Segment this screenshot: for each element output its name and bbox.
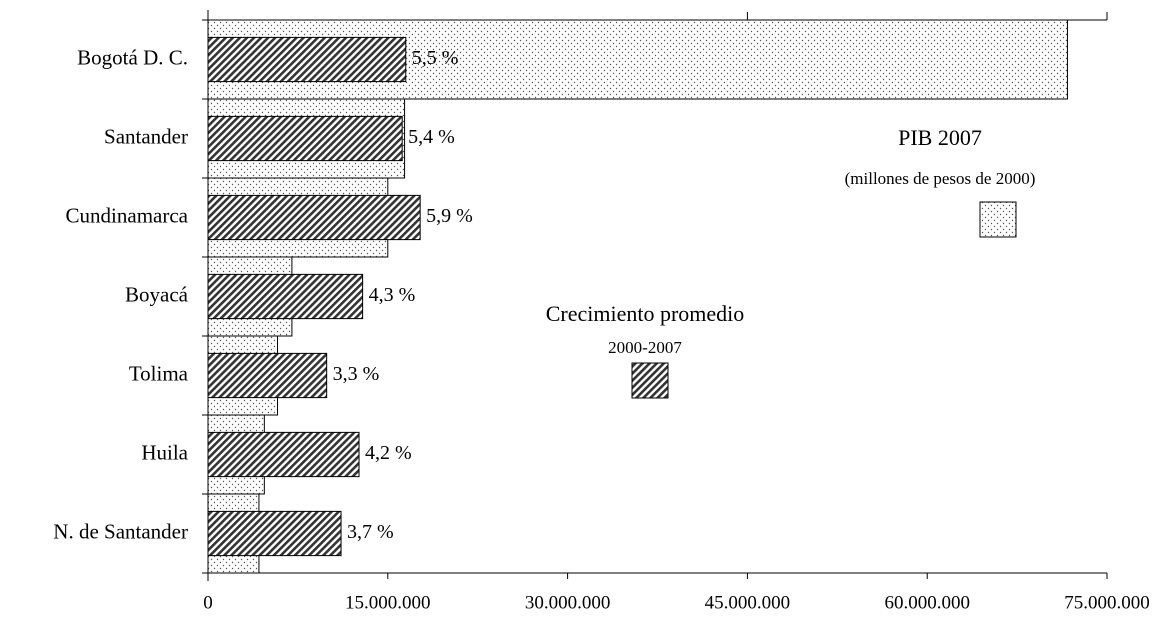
y-tick-label: Bogotá D. C. bbox=[77, 45, 188, 69]
bar bbox=[207, 115, 403, 162]
legend-note: 2000-2007 bbox=[608, 338, 682, 357]
legend-label: Crecimiento promedio bbox=[546, 301, 745, 326]
x-tick-label: 15.000.000 bbox=[345, 592, 431, 613]
x-tick-label: 45.000.000 bbox=[705, 592, 791, 613]
data-label: 5,9 % bbox=[426, 205, 473, 227]
data-label: 3,3 % bbox=[333, 363, 380, 385]
data-label: 4,3 % bbox=[369, 284, 416, 306]
y-tick-label: N. de Santander bbox=[53, 519, 188, 543]
bar bbox=[207, 36, 407, 83]
y-tick-label: Huila bbox=[141, 440, 188, 464]
y-tick-label: Tolima bbox=[129, 361, 189, 385]
data-label: 5,4 % bbox=[408, 126, 455, 148]
y-tick-label: Cundinamarca bbox=[66, 203, 189, 227]
y-tick-label: Santander bbox=[104, 124, 188, 148]
bar bbox=[207, 352, 328, 399]
data-label: 4,2 % bbox=[365, 442, 412, 464]
bar bbox=[207, 273, 364, 320]
legend-swatch bbox=[631, 362, 669, 399]
bar bbox=[207, 510, 342, 557]
data-label: 3,7 % bbox=[347, 521, 394, 543]
x-tick-label: 0 bbox=[203, 592, 213, 613]
legend-label: PIB 2007 bbox=[898, 125, 982, 150]
x-tick-label: 60.000.000 bbox=[884, 592, 970, 613]
bar bbox=[207, 194, 421, 241]
bar bbox=[207, 431, 360, 478]
legend-swatch bbox=[979, 201, 1017, 238]
x-tick-label: 30.000.000 bbox=[525, 592, 611, 613]
data-label: 5,5 % bbox=[412, 47, 459, 69]
legend-note: (millones de pesos de 2000) bbox=[845, 169, 1036, 188]
x-tick-label: 75.000.000 bbox=[1064, 592, 1150, 613]
y-tick-label: Boyacá bbox=[125, 282, 189, 306]
